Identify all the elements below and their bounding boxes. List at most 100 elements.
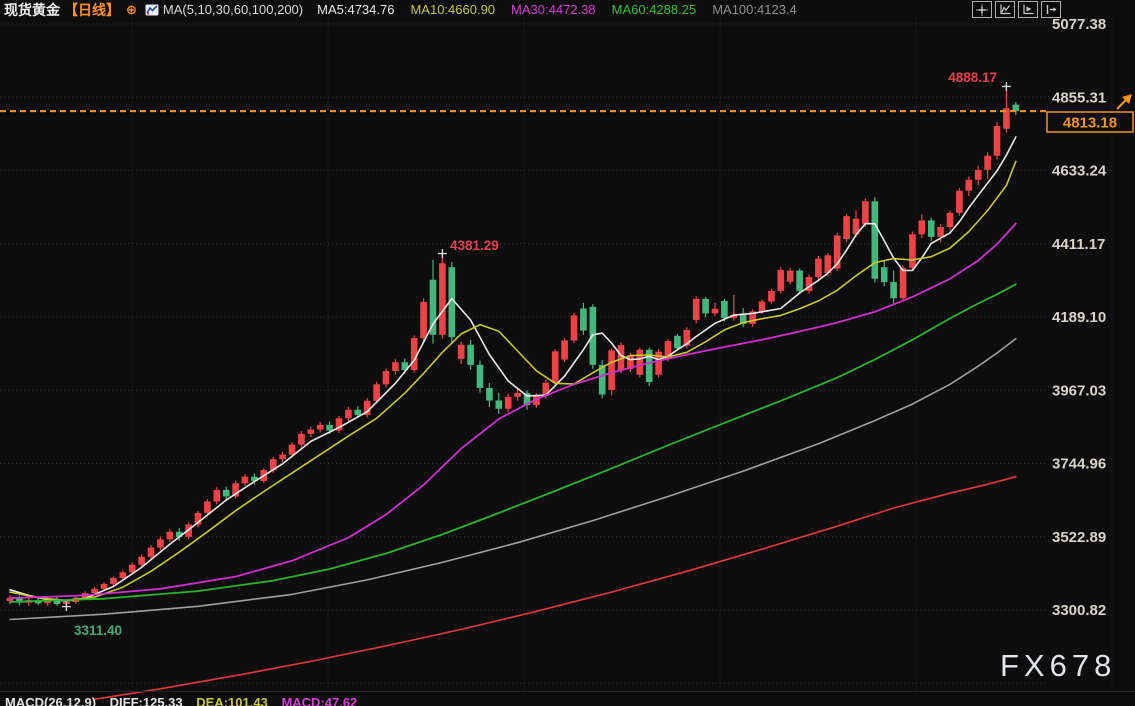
candle-body: [16, 597, 23, 603]
macd-diff-value: DIFF:125.33: [109, 695, 183, 706]
chart-header: 现货黄金 【日线】 ⊕ MA(5,10,30,60,100,200) MA5:4…: [4, 0, 813, 19]
candle-body: [119, 572, 127, 578]
candle-body: [711, 308, 719, 314]
candle-body: [777, 269, 785, 291]
candle-body: [909, 234, 916, 268]
candle-body: [768, 290, 775, 302]
candle-body: [965, 179, 973, 191]
ma30-value: MA30:4472.38: [511, 2, 596, 17]
candle-body: [664, 341, 672, 359]
candle-body: [871, 201, 879, 279]
add-circle-icon[interactable]: ⊕: [126, 1, 137, 17]
candle-body: [533, 395, 540, 406]
macd-dea-value: DEA:101.43: [196, 695, 268, 706]
candle-body: [175, 531, 183, 538]
candle-body: [833, 235, 841, 269]
candle-body: [373, 384, 380, 401]
y-axis-label: 4411.17: [1052, 236, 1105, 253]
candle-body: [880, 267, 888, 283]
candle-body: [363, 400, 371, 415]
candle-body: [486, 387, 493, 401]
candle-body: [692, 298, 700, 321]
candle-body: [796, 270, 803, 291]
candle-body: [852, 218, 860, 235]
ma-line-ma200: [93, 475, 1017, 701]
candle-body: [53, 599, 61, 605]
line-scale-icon[interactable]: [995, 1, 1015, 18]
candle-body: [843, 216, 850, 240]
candle-body: [157, 539, 164, 548]
extreme-cross-marker: [1001, 81, 1011, 91]
watermark: FX678: [1000, 648, 1117, 683]
candle-body: [448, 267, 456, 338]
extreme-cross-marker: [437, 249, 447, 259]
ma10-value: MA10:4660.90: [410, 2, 496, 17]
candle-body: [739, 314, 747, 324]
candle-body: [392, 362, 399, 372]
candle-body: [570, 315, 578, 341]
candle-body: [702, 298, 709, 314]
candle-body: [645, 349, 653, 383]
price-annotation: 3311.40: [74, 623, 122, 638]
ma-line-ma5: [9, 136, 1017, 602]
exit-right-icon[interactable]: [1041, 1, 1061, 18]
candle-body: [674, 335, 681, 349]
candle-body: [890, 282, 897, 299]
candle-body: [721, 300, 728, 319]
price-arrow-head: [1122, 94, 1132, 104]
y-axis-label: 4189.10: [1052, 309, 1106, 326]
y-axis-label: 4855.31: [1052, 89, 1106, 106]
candle-body: [655, 351, 662, 375]
ma-settings-label[interactable]: MA(5,10,30,60,100,200): [162, 2, 304, 17]
play-scale-icon[interactable]: [1018, 1, 1038, 18]
ma5-value: MA5:4734.76: [317, 2, 395, 17]
candle-body: [410, 338, 418, 371]
candle-body: [627, 355, 634, 369]
chart-toolbar: [972, 1, 1061, 18]
candle-body: [542, 382, 550, 396]
candle-body: [805, 277, 813, 291]
candle-body: [956, 190, 963, 213]
price-annotation: 4888.17: [948, 70, 997, 85]
candle-body: [749, 311, 756, 324]
candle-body: [974, 169, 982, 180]
candle-body: [946, 212, 954, 227]
extreme-cross-marker: [61, 602, 71, 612]
candle-body: [316, 424, 324, 430]
candle-body: [598, 364, 606, 395]
candle-body: [984, 155, 991, 170]
candle-body: [495, 400, 503, 409]
ma-line-ma30: [9, 222, 1017, 599]
candle-body: [523, 392, 531, 406]
pan-crosshair-icon[interactable]: [972, 1, 992, 18]
candle-body: [730, 314, 738, 319]
candle-body: [345, 409, 352, 419]
candle-body: [91, 588, 98, 594]
candle-body: [824, 255, 832, 274]
y-axis-label: 5077.38: [1052, 16, 1106, 33]
candle-body: [110, 577, 117, 584]
candle-body: [288, 444, 296, 455]
candle-body: [457, 344, 465, 359]
macd-params-label: MACD(26,12,9): [5, 695, 97, 706]
candle-body: [401, 362, 409, 371]
candle-body: [504, 396, 512, 409]
macd-value: MACD:47.62: [281, 695, 358, 706]
candle-body: [580, 308, 587, 331]
ma-line-ma60: [9, 283, 1017, 603]
y-axis-label: 3522.89: [1052, 529, 1106, 546]
candle-body: [862, 201, 869, 225]
candle-body: [213, 489, 221, 502]
candle-body: [993, 126, 1001, 156]
candle-body: [514, 392, 521, 397]
candle-body: [6, 597, 14, 602]
ma-line-ma100: [9, 337, 1017, 621]
candle-body: [927, 220, 935, 237]
candle-body: [758, 301, 766, 312]
mini-chart-icon[interactable]: [145, 3, 159, 17]
candle-body: [1003, 108, 1010, 129]
candle-body: [251, 476, 258, 481]
candle-body: [918, 220, 926, 235]
